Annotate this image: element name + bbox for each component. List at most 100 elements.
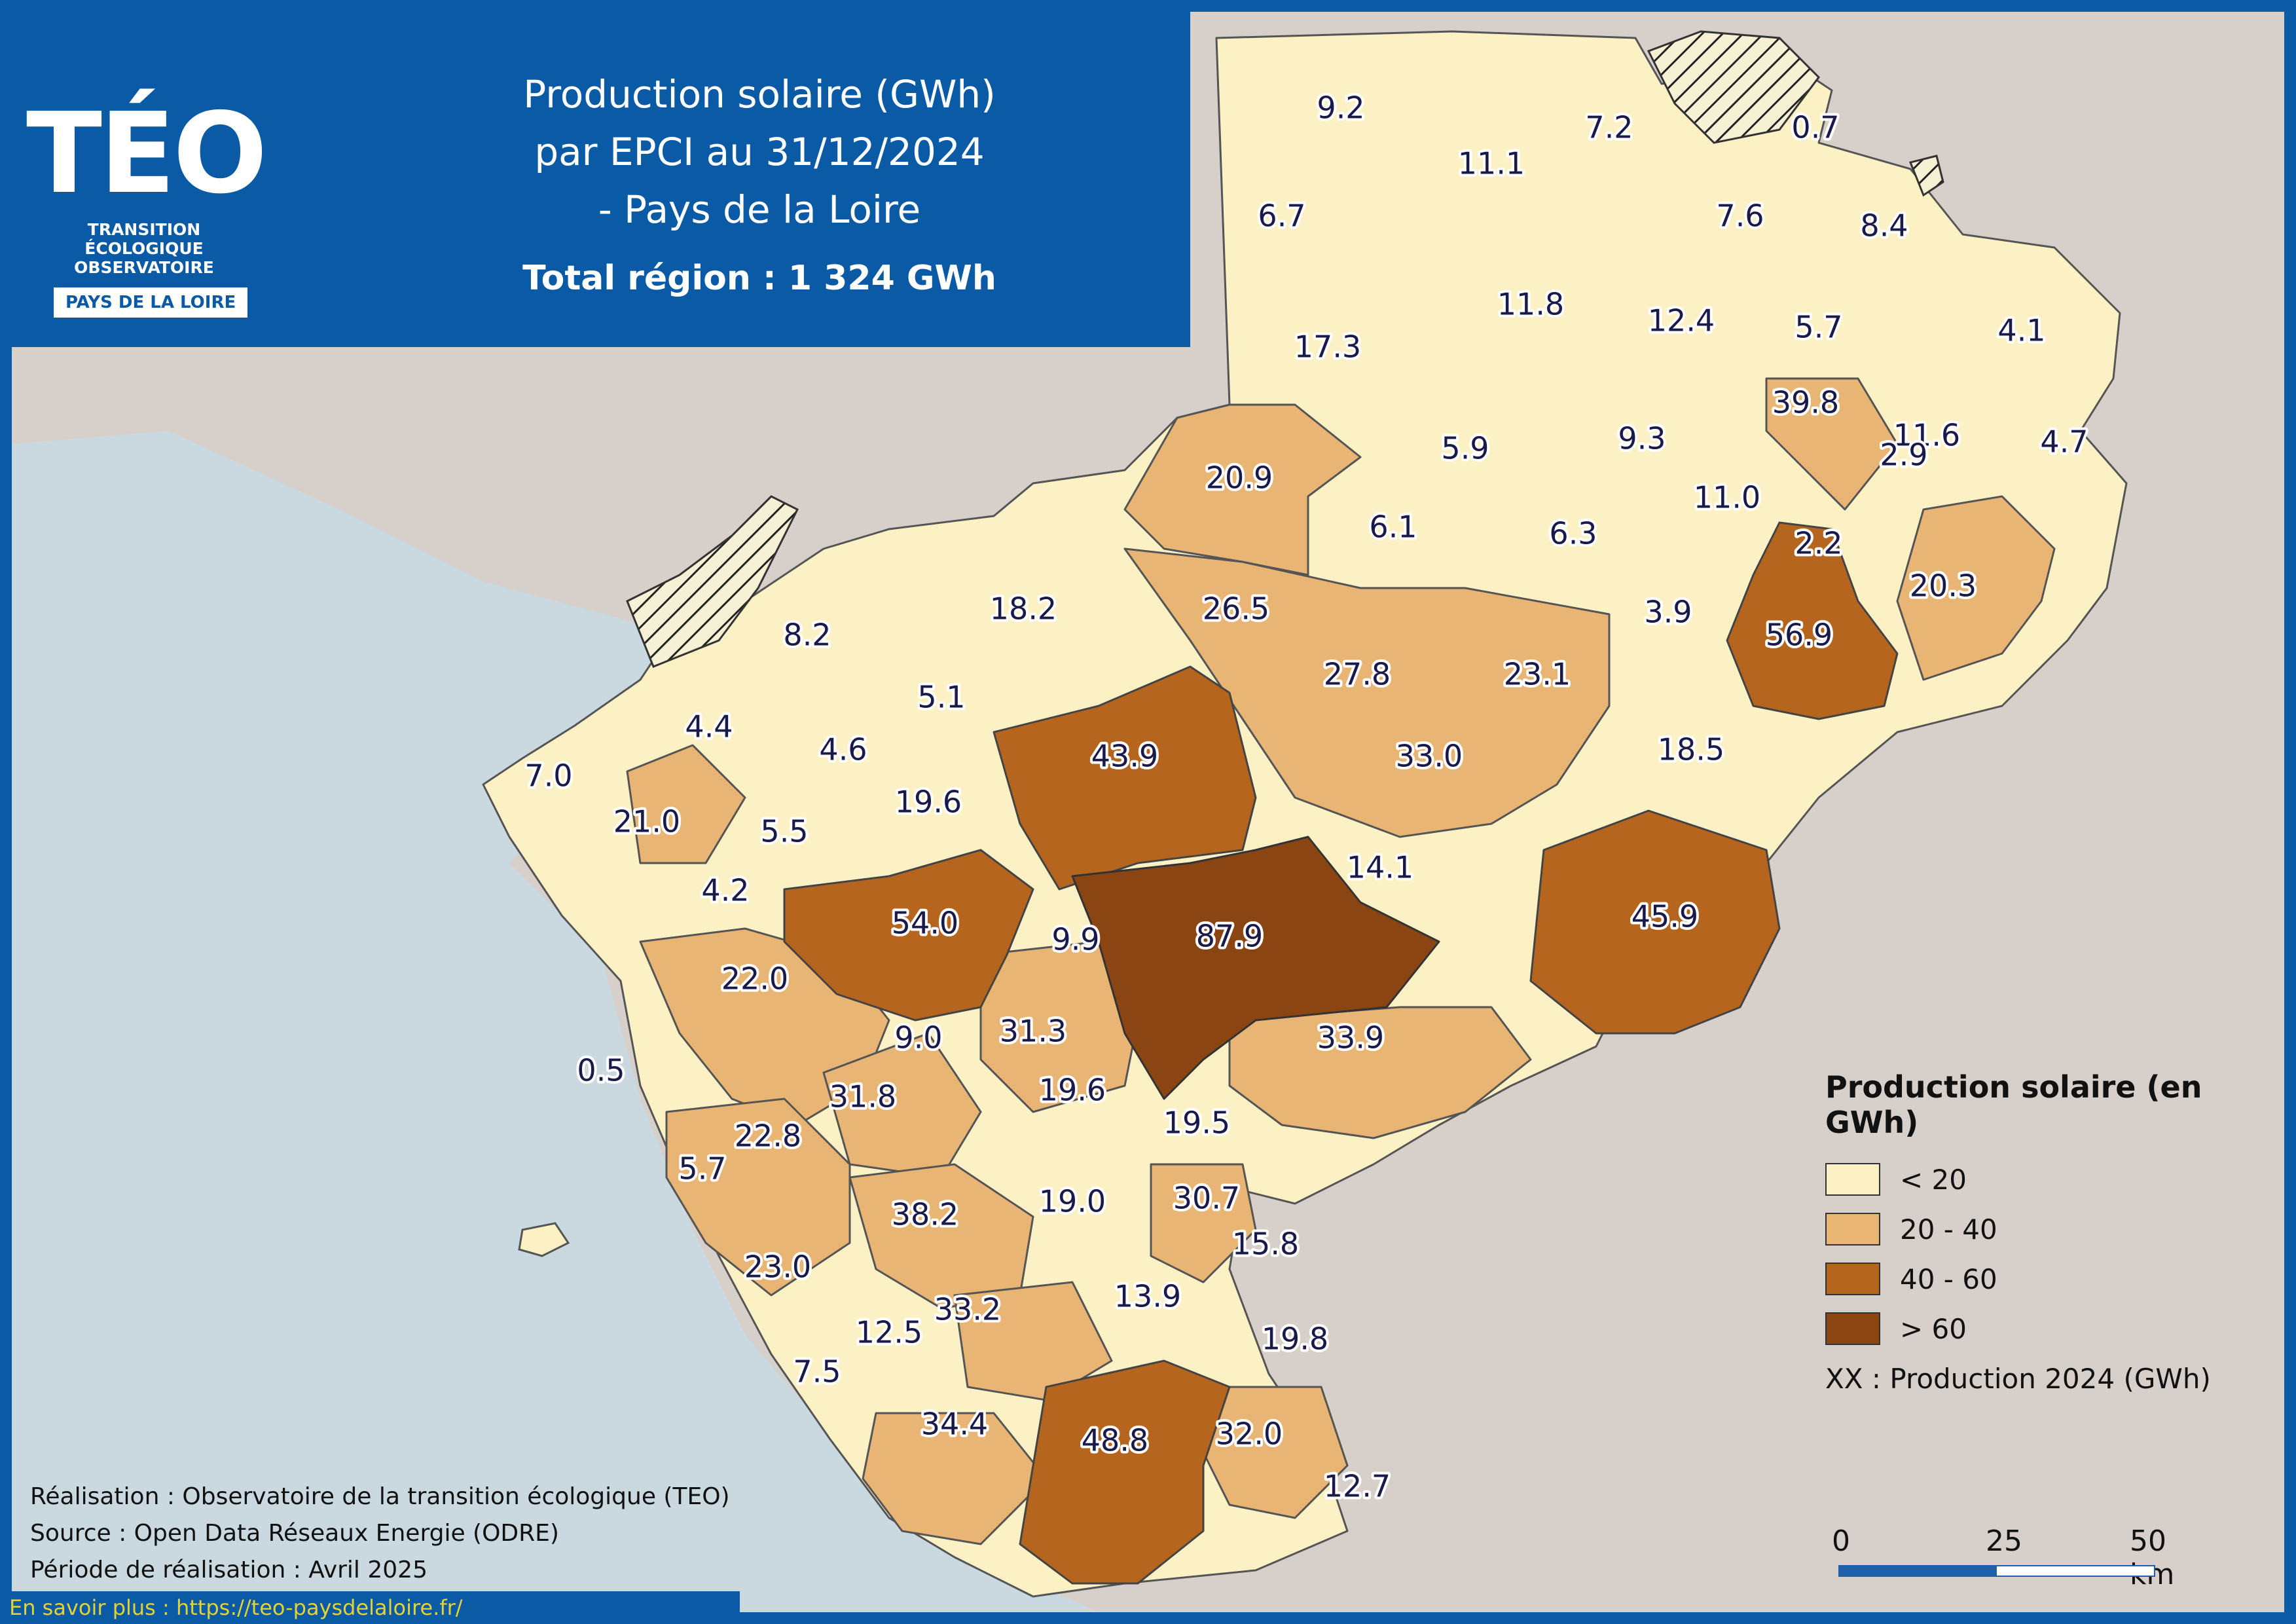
epci-value-label: 12.4 — [1648, 303, 1715, 339]
epci-value-label: 7.2 — [1585, 110, 1633, 145]
epci-value-label: 6.1 — [1369, 509, 1417, 545]
epci-value-label: 27.8 — [1324, 657, 1391, 692]
scale-bar: 0 25 50 km — [1832, 1524, 2174, 1591]
map-canvas: 9.2 11.1 7.2 0.7 6.7 7.6 8.4 11.8 12.4 5.7 4.1 17.3… — [12, 30, 2128, 1612]
legend-label: 40 - 60 — [1900, 1263, 1997, 1295]
epci-value-label: 18.2 — [990, 591, 1057, 627]
epci-value-label: 4.6 — [819, 732, 867, 767]
epci-value-label: 9.3 — [1618, 421, 1666, 456]
more-info-link[interactable]: En savoir plus : https://teo-paysdelaloi… — [0, 1591, 740, 1624]
epci-value-label: 18.5 — [1658, 732, 1724, 767]
epci-value-label: 54.0 — [892, 906, 958, 941]
region-total: Total région : 1 324 GWh — [522, 259, 996, 298]
epci-value-label: 9.0 — [894, 1020, 942, 1056]
legend-label: 20 - 40 — [1900, 1213, 1997, 1246]
epci-value-label: 8.2 — [783, 618, 831, 653]
epci-value-label: 0.5 — [577, 1053, 625, 1088]
epci-value-label: 12.5 — [856, 1315, 922, 1350]
legend-item: 20 - 40 — [1825, 1204, 2284, 1254]
epci-class-40-60 — [783, 521, 1899, 1585]
legend-swatch-40-60 — [1825, 1263, 1880, 1295]
title-line: par EPCI au 31/12/2024 — [534, 130, 985, 174]
epci-value-label: 30.7 — [1173, 1181, 1240, 1216]
epci-value-label: 17.3 — [1294, 329, 1361, 365]
credits-period: Période de réalisation : Avril 2025 — [30, 1557, 428, 1583]
epci-value-label: 3.9 — [1644, 595, 1692, 630]
title-line: - Pays de la Loire — [598, 187, 921, 232]
teo-logo: TÉO TRANSITION ÉCOLOGIQUE OBSERVATOIRE P… — [26, 98, 367, 318]
legend-title: Production solaire (en GWh) — [1825, 1069, 2202, 1140]
epci-value-label: 33.0 — [1396, 739, 1463, 774]
epci-value-label: 5.7 — [678, 1151, 726, 1187]
epci-value-label: 5.7 — [1795, 310, 1842, 345]
legend-item: 40 - 60 — [1825, 1254, 2284, 1304]
epci-value-label: 6.7 — [1258, 198, 1305, 234]
epci-value-label: 19.8 — [1262, 1321, 1328, 1357]
epci-value-label: 31.3 — [1000, 1014, 1066, 1049]
epci-class-20-40 — [626, 377, 2056, 1545]
epci-value-label: 2.9 — [1880, 437, 1927, 473]
credits: Réalisation : Observatoire de la transit… — [30, 1479, 730, 1589]
epci-value-label: 5.9 — [1441, 431, 1489, 466]
epci-value-label: 22.0 — [721, 961, 788, 997]
epci-value-label: 48.8 — [1082, 1423, 1148, 1458]
epci-value-label: 45.9 — [1631, 899, 1698, 934]
epci-value-label: 38.2 — [892, 1197, 958, 1232]
epci-value-label: 23.1 — [1504, 657, 1571, 692]
credits-source: Source : Open Data Réseaux Energie (ODRE… — [30, 1520, 559, 1547]
epci-value-label: 2.2 — [1795, 526, 1842, 561]
epci-value-label: 11.1 — [1458, 146, 1525, 181]
epci-value-label: 19.0 — [1039, 1184, 1106, 1219]
epci-value-label: 0.7 — [1791, 110, 1839, 145]
epci-value-label: 9.2 — [1317, 90, 1364, 126]
epci-value-label: 14.1 — [1347, 850, 1413, 885]
legend-item: > 60 — [1825, 1304, 2284, 1354]
epci-value-label: 19.5 — [1163, 1105, 1230, 1141]
epci-value-label: 32.0 — [1216, 1416, 1283, 1452]
epci-value-label: 26.5 — [1203, 591, 1269, 627]
title-box: TÉO TRANSITION ÉCOLOGIQUE OBSERVATOIRE P… — [0, 0, 1190, 347]
epci-value-label: 5.5 — [760, 814, 808, 849]
epci-value-label: 87.9 — [1196, 919, 1263, 954]
ile-d-yeu-island — [518, 1222, 570, 1257]
epci-value-label: 23.0 — [744, 1249, 811, 1285]
scale-segment-2 — [1995, 1565, 2155, 1577]
legend: Production solaire (en GWh) < 20 20 - 40… — [1825, 1069, 2284, 1403]
legend-item: < 20 — [1825, 1154, 2284, 1204]
legend-label: > 60 — [1900, 1312, 1967, 1345]
logo-wordmark: TÉO — [26, 89, 268, 219]
epci-value-label: 21.0 — [613, 804, 680, 840]
epci-value-label: 11.8 — [1497, 287, 1564, 322]
logo-subtitle: OBSERVATOIRE — [74, 258, 214, 277]
epci-value-label: 56.9 — [1766, 618, 1832, 653]
epci-value-label: 31.8 — [829, 1079, 896, 1115]
epci-value-label: 19.6 — [895, 784, 962, 820]
epci-value-label: 4.7 — [2040, 424, 2088, 460]
epci-value-label: 19.6 — [1039, 1073, 1106, 1108]
logo-region-badge: PAYS DE LA LOIRE — [54, 287, 248, 318]
epci-value-label: 33.2 — [934, 1292, 1001, 1327]
epci-value-label: 4.4 — [685, 709, 733, 745]
legend-swatch-lt20 — [1825, 1163, 1880, 1196]
scale-label-50: 50 km — [2130, 1524, 2174, 1591]
scale-label-25: 25 — [1986, 1524, 2022, 1558]
credits-realisation: Réalisation : Observatoire de la transit… — [30, 1483, 730, 1510]
epci-value-label: 15.8 — [1232, 1227, 1299, 1262]
epci-value-label: 8.4 — [1860, 208, 1908, 244]
scale-segment-1 — [1838, 1565, 1998, 1577]
scale-label-0: 0 — [1832, 1524, 1850, 1558]
epci-value-label: 5.1 — [917, 680, 965, 715]
epci-value-label: 33.9 — [1317, 1020, 1384, 1056]
epci-value-label: 7.0 — [524, 758, 572, 794]
epci-value-label: 12.7 — [1324, 1469, 1391, 1504]
epci-value-labels: 9.2 11.1 7.2 0.7 6.7 7.6 8.4 11.8 12.4 5.7 4.1 17.3… — [522, 88, 2090, 1507]
logo-subtitle: TRANSITION ÉCOLOGIQUE — [84, 220, 204, 258]
epci-value-label: 4.1 — [1997, 313, 2045, 348]
epci-value-label: 6.3 — [1549, 516, 1597, 551]
legend-label: < 20 — [1900, 1163, 1967, 1196]
epci-value-label: 34.4 — [921, 1407, 988, 1442]
epci-value-label: 22.8 — [735, 1118, 801, 1154]
legend-hatch-row: XX : Production 2024 (GWh) — [1825, 1354, 2284, 1403]
title-line: Production solaire (GWh) — [523, 72, 996, 117]
